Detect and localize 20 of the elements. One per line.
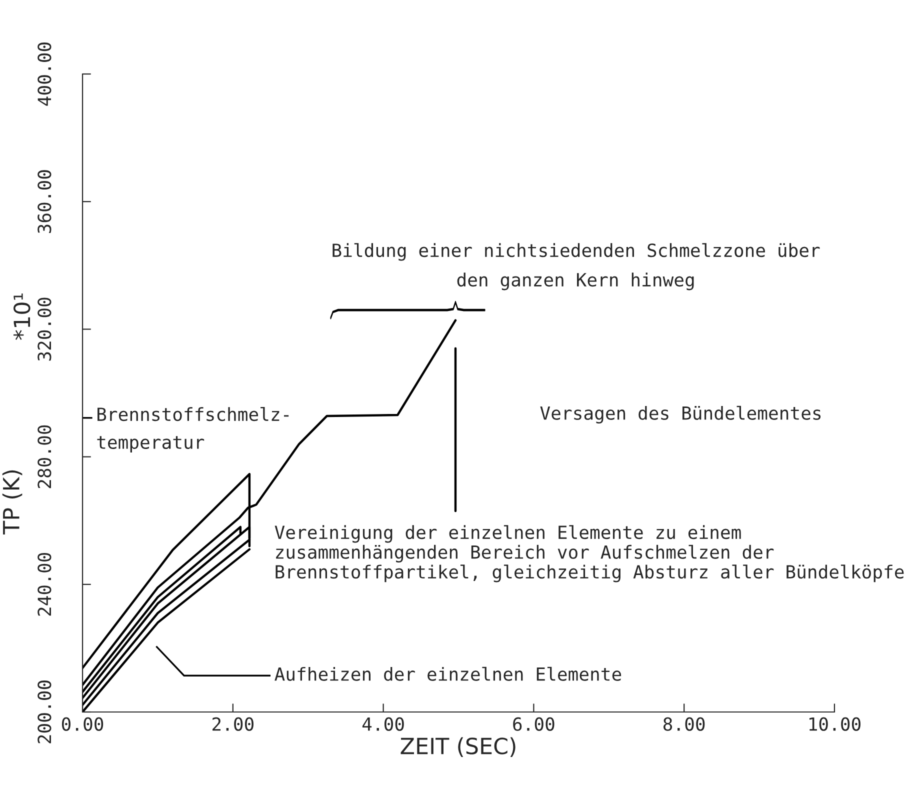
y-tick-label: 400.00 <box>38 42 52 106</box>
text: *10¹ <box>14 294 30 340</box>
y-tick-label: 200.00 <box>38 680 52 744</box>
x-axis-title: ZEIT (SEC) <box>400 737 516 758</box>
annotation: Versagen des Bündelementes <box>540 406 821 424</box>
annotation: Aufheizen der einzelnen Elemente <box>274 666 622 681</box>
x-tick-label: 2.00 <box>212 717 254 731</box>
y-tick-label: 280.00 <box>38 425 52 488</box>
y-tick-label: 360.00 <box>38 170 52 234</box>
y-tick-label: 320.00 <box>38 298 52 361</box>
x-tick-label: 10.00 <box>809 717 860 731</box>
y-tick-label: 240.00 <box>38 552 52 616</box>
x-tick-label: 6.00 <box>513 717 554 731</box>
annotation: Brennstoffschmelz- temperatur <box>97 407 289 453</box>
x-tick-label: 0.00 <box>62 717 104 731</box>
annotation: Vereinigung der einzelnen Elemente zu einem zusammenhängenden Bereich vor Aufschmelzen der Brennstoffpartikel, gleichzeitig Absturz aller Bündelköpfe <box>274 525 904 582</box>
x-tick-label: 8.00 <box>663 717 705 731</box>
x-tick-label: 4.00 <box>362 717 404 731</box>
y-axis-title: TP (K) <box>2 470 22 534</box>
annotation: Bildung einer nichtsiedenden Schmelzzone über den ganzen Kern hinweg <box>332 243 820 290</box>
